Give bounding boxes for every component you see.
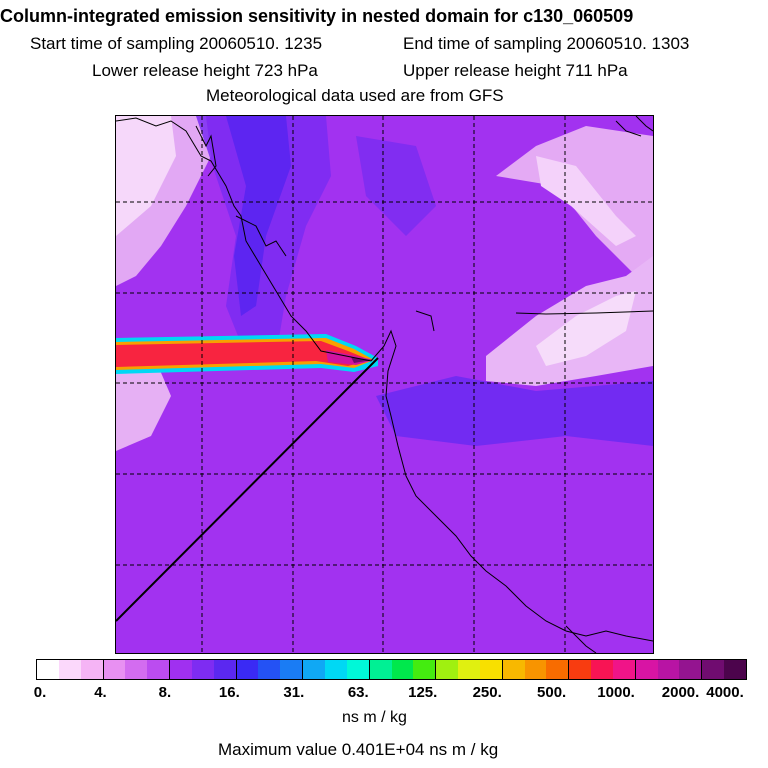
low-sensitivity-region-northeast-light bbox=[536, 156, 636, 246]
upper-release-height-label: Upper release height 711 hPa bbox=[403, 61, 628, 80]
colorbar-tick-label: 500. bbox=[537, 684, 567, 701]
plume-red bbox=[116, 341, 370, 367]
colorbar-tick-label: 1000. bbox=[597, 684, 635, 701]
colorbar-segment bbox=[80, 660, 104, 679]
colorbar-segment bbox=[635, 660, 658, 679]
colorbar-segment bbox=[258, 660, 281, 679]
colorbar-segment bbox=[37, 660, 59, 679]
max-value-label: Maximum value 0.401E+04 ns m / kg bbox=[218, 740, 499, 759]
colorbar-segment bbox=[213, 660, 237, 679]
colorbar-segment bbox=[591, 660, 613, 679]
colorbar-tick-label: 8. bbox=[158, 684, 172, 701]
coastline bbox=[116, 116, 653, 653]
colorbar-segment bbox=[236, 660, 259, 679]
colorbar-segment bbox=[324, 660, 347, 679]
plot-title: Column-integrated emission sensitivity i… bbox=[0, 6, 634, 26]
colorbar-segment bbox=[569, 660, 592, 679]
trajectory-line bbox=[116, 357, 379, 622]
colorbar-segment bbox=[612, 660, 636, 679]
colorbar-segment bbox=[147, 660, 171, 679]
map-svg bbox=[116, 116, 653, 653]
colorbar-tick-label: 4000. bbox=[706, 684, 744, 701]
colorbar-segment bbox=[170, 660, 192, 679]
colorbar-segment bbox=[369, 660, 392, 679]
colorbar-segment bbox=[125, 660, 148, 679]
blue-band-inner bbox=[226, 116, 291, 316]
colorbar-segment bbox=[657, 660, 680, 679]
colorbar-segment bbox=[103, 660, 126, 679]
colorbar-segment bbox=[546, 660, 570, 679]
low-sensitivity-region-southwest bbox=[116, 361, 171, 451]
colorbar-unit: ns m / kg bbox=[342, 709, 407, 726]
colorbar-segment bbox=[524, 660, 547, 679]
colorbar-segment bbox=[679, 660, 703, 679]
met-data-label: Meteorological data used are from GFS bbox=[206, 86, 504, 105]
low-sensitivity-region-west-light bbox=[116, 116, 176, 236]
colorbar-segment bbox=[280, 660, 304, 679]
colorbar-segment bbox=[724, 660, 746, 679]
colorbar-tick-label: 0. bbox=[33, 684, 47, 701]
low-sensitivity-region-northeast bbox=[496, 126, 653, 296]
start-time-label: Start time of sampling 20060510. 1235 bbox=[30, 34, 323, 53]
colorbar-segment bbox=[391, 660, 414, 679]
colorbar-tick-label: 63. bbox=[347, 684, 369, 701]
colorbar-segment bbox=[479, 660, 503, 679]
colorbar-tick-label: 16. bbox=[218, 684, 240, 701]
colorbar-tick-label: 4. bbox=[94, 684, 107, 701]
colorbar-tick-label: 31. bbox=[283, 684, 305, 701]
colorbar-segment bbox=[191, 660, 214, 679]
end-time-label: End time of sampling 20060510. 1303 bbox=[403, 34, 690, 53]
blue-band-east bbox=[376, 376, 653, 446]
colorbar bbox=[36, 659, 747, 680]
colorbar-segment bbox=[58, 660, 81, 679]
colorbar-segment bbox=[346, 660, 370, 679]
blue-patch-north bbox=[356, 136, 436, 236]
colorbar-tick-label: 2000. bbox=[661, 684, 700, 701]
colorbar-segment bbox=[702, 660, 725, 679]
lat-lon-grid bbox=[116, 116, 653, 653]
colorbar-segment bbox=[436, 660, 459, 679]
colorbar-segment bbox=[502, 660, 525, 679]
colorbar-segment bbox=[413, 660, 437, 679]
colorbar-segment bbox=[458, 660, 480, 679]
sensitivity-map bbox=[115, 115, 654, 654]
low-sensitivity-region-east-light bbox=[536, 291, 636, 366]
lower-release-height-label: Lower release height 723 hPa bbox=[92, 61, 318, 80]
colorbar-tick-label: 125. bbox=[408, 684, 438, 701]
colorbar-tick-label: 250. bbox=[472, 684, 502, 701]
colorbar-segment bbox=[303, 660, 325, 679]
